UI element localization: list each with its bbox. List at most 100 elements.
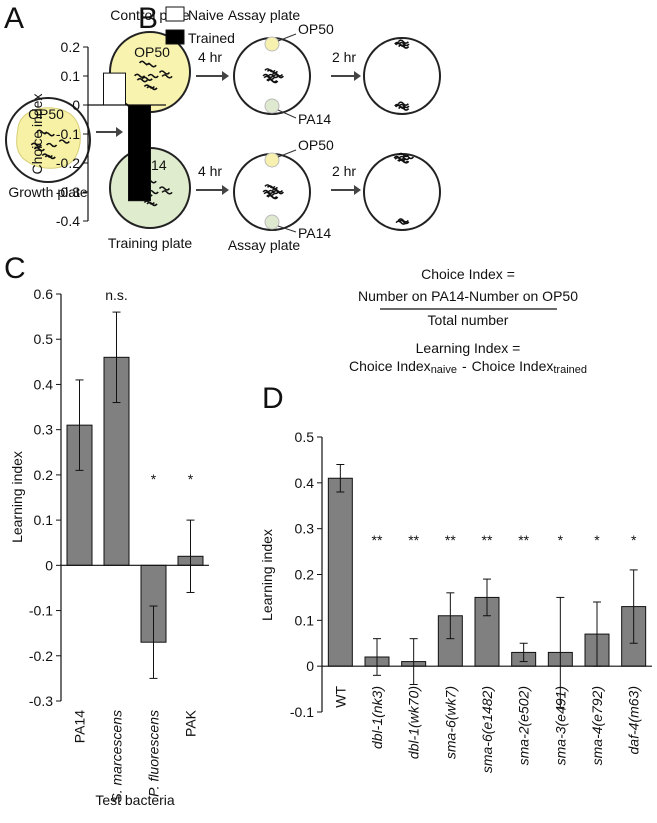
worm xyxy=(272,189,285,195)
bar xyxy=(103,356,130,566)
x-tick-label: dbl-1(nk3) xyxy=(369,686,385,749)
significance: * xyxy=(594,532,600,548)
leader xyxy=(277,33,297,42)
x-tick-label: sma-6(e1482) xyxy=(479,686,495,773)
significance: * xyxy=(188,471,194,487)
y-tick-label: -0.3 xyxy=(56,184,80,200)
worm xyxy=(397,39,409,44)
error-bar xyxy=(409,638,418,685)
x-tick-label: S. marcescens xyxy=(109,710,125,803)
y-axis-label: Choice index xyxy=(29,94,45,175)
worm xyxy=(158,186,171,191)
formula-op: - xyxy=(462,358,467,374)
worm xyxy=(266,194,278,199)
worm xyxy=(36,129,48,135)
worm xyxy=(264,184,276,189)
y-tick-label: 0.1 xyxy=(34,512,54,528)
formula-sub: naive xyxy=(431,364,457,376)
x-tick-label: sma-3(e491) xyxy=(552,686,568,765)
formula-term: Choice Index xyxy=(349,358,431,374)
significance: ** xyxy=(372,532,383,548)
worm xyxy=(143,84,155,89)
y-tick-label: 0.2 xyxy=(34,467,54,483)
significance: * xyxy=(558,532,564,548)
leader xyxy=(277,149,297,158)
panel-label: B xyxy=(138,2,158,35)
significance: ** xyxy=(482,532,493,548)
arrowhead xyxy=(354,71,361,81)
error-bar xyxy=(112,311,121,404)
spot-label: OP50 xyxy=(298,137,334,153)
significance: ** xyxy=(518,532,529,548)
significance: * xyxy=(631,532,637,548)
formula-text: Choice Indexnaive - Choice Indextrained xyxy=(349,358,587,376)
y-tick-label: -0.1 xyxy=(56,126,80,142)
leader xyxy=(277,225,297,233)
spot-label: PA14 xyxy=(298,111,331,127)
step-label: 4 hr xyxy=(198,49,222,65)
worm xyxy=(138,60,151,66)
significance: n.s. xyxy=(105,287,128,303)
growth-bacteria: OP50 xyxy=(28,106,64,122)
error-bar xyxy=(519,642,528,663)
x-tick-label: PA14 xyxy=(72,710,88,743)
worm xyxy=(161,74,173,79)
y-tick-label: 0 xyxy=(306,658,314,674)
worm xyxy=(41,153,53,158)
spot xyxy=(264,98,280,114)
arrowhead xyxy=(222,71,229,81)
spot-label: PA14 xyxy=(298,225,331,241)
legend-label: Trained xyxy=(188,30,235,46)
y-tick-label: -0.2 xyxy=(29,648,53,664)
worm xyxy=(58,139,70,144)
growth-caption: Growth plate xyxy=(8,184,88,200)
spot xyxy=(264,152,280,168)
y-tick-label: 0.6 xyxy=(34,286,54,302)
bar xyxy=(103,72,126,106)
x-axis-label: Test bacteria xyxy=(95,792,175,808)
error-bar xyxy=(556,596,565,708)
step-label: 2 hr xyxy=(332,163,356,179)
worm xyxy=(262,189,274,195)
y-tick-label: -0.1 xyxy=(290,704,314,720)
worm xyxy=(266,78,278,83)
y-tick-label: -0.2 xyxy=(56,155,80,171)
worm xyxy=(397,158,409,164)
panel-label: C xyxy=(4,252,26,285)
y-tick-label: 0.1 xyxy=(295,612,315,628)
y-tick-label: 0.3 xyxy=(34,422,54,438)
formula-text: Choice Index = xyxy=(421,266,515,282)
error-bar xyxy=(629,569,638,644)
arrowhead xyxy=(222,185,229,195)
worm xyxy=(393,155,405,161)
error-bar xyxy=(75,379,84,471)
worm xyxy=(45,142,58,148)
x-tick-label: PAK xyxy=(183,709,199,737)
y-axis-label: Learning index xyxy=(259,529,275,621)
y-axis-label: Learning index xyxy=(9,451,25,543)
error-bar xyxy=(483,578,491,617)
x-tick-label: WT xyxy=(332,686,348,708)
significance: ** xyxy=(445,532,456,548)
panel-label: A xyxy=(4,2,24,35)
step-label: 2 hr xyxy=(332,49,356,65)
legend-swatch xyxy=(165,29,185,45)
y-tick-label: -0.3 xyxy=(29,693,53,709)
assay-title: Assay plate xyxy=(228,7,301,23)
formula-sub: trained xyxy=(553,364,587,376)
error-bar xyxy=(149,605,158,679)
worm xyxy=(394,103,406,109)
worm xyxy=(30,142,42,148)
worm xyxy=(143,200,155,205)
y-tick-label: 0 xyxy=(45,557,53,573)
y-tick-label: 0.4 xyxy=(34,376,54,392)
spot-label: OP50 xyxy=(298,21,334,37)
panel-label: D xyxy=(262,382,284,415)
control-bacteria: OP50 xyxy=(134,44,170,60)
worm xyxy=(161,190,173,195)
formula: Choice Index = Number on PA14-Number on … xyxy=(349,266,587,376)
worm xyxy=(394,41,406,47)
bar xyxy=(327,477,353,667)
significance: * xyxy=(151,471,157,487)
